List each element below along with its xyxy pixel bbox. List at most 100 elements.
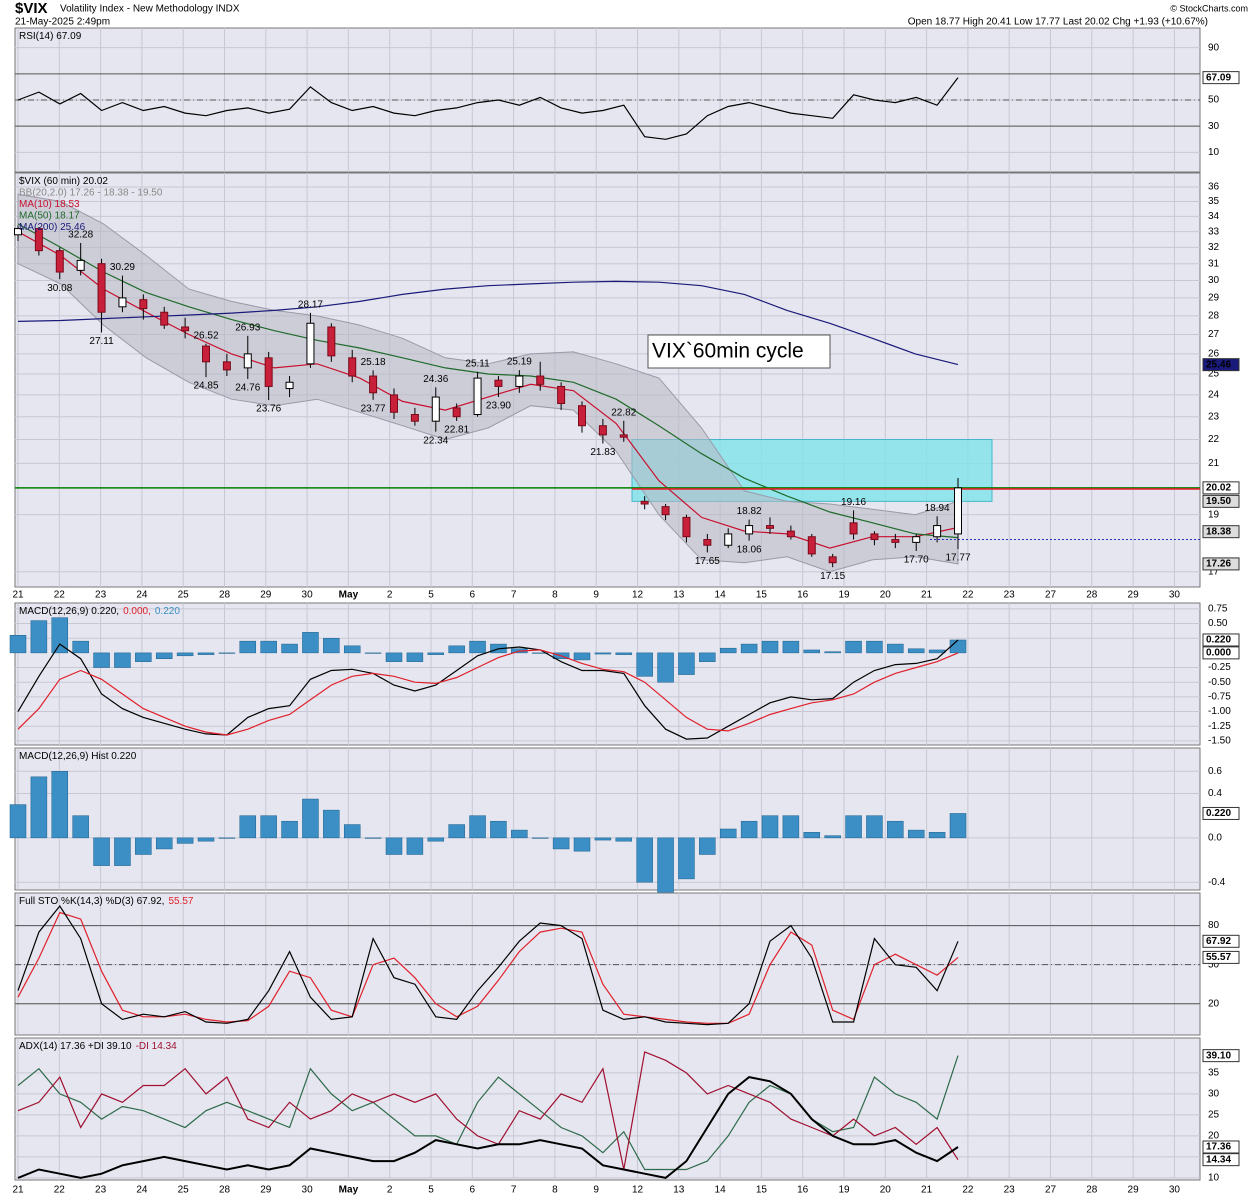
x-tick-label: 22 xyxy=(54,590,66,601)
low-label: 18.06 xyxy=(737,544,762,555)
candle-body xyxy=(619,434,628,438)
legend-entry: RSI(14) 67.09 xyxy=(19,31,82,42)
x-tick-label: 22 xyxy=(962,1185,974,1196)
y-tick-label: 0.75 xyxy=(1208,604,1228,615)
last-value-tag xyxy=(1202,481,1240,495)
histogram-bar xyxy=(281,820,298,839)
candle-body xyxy=(515,375,524,387)
x-tick-label: 6 xyxy=(470,590,476,601)
panel xyxy=(14,1037,1201,1181)
candle-body xyxy=(160,311,169,326)
low-label: 27.11 xyxy=(89,336,114,347)
y-tick-label: 26 xyxy=(1208,349,1220,360)
y-tick-label: 30 xyxy=(1208,275,1220,286)
y-tick-label: 30 xyxy=(1208,1089,1220,1100)
y-tick-label: 31 xyxy=(1208,258,1220,269)
histogram-bar xyxy=(699,652,716,662)
y-tick-label: 34 xyxy=(1208,211,1220,222)
x-tick-label: 8 xyxy=(552,590,558,601)
histogram-bar xyxy=(281,643,298,654)
histogram-bar xyxy=(218,652,236,654)
instrument-name: Volatility Index - New Methodology INDX xyxy=(60,4,240,15)
histogram-bar xyxy=(323,809,340,839)
high-label: 18.94 xyxy=(925,503,950,514)
legend-entry: 0.220 xyxy=(155,606,180,617)
series-line xyxy=(17,1051,959,1170)
low-label: 17.77 xyxy=(945,553,970,564)
histogram-bar xyxy=(176,837,194,844)
legend-entry: ADX(14) 17.36 +DI 39.10 xyxy=(19,1041,132,1052)
last-value-label: 39.10 xyxy=(1206,1050,1231,1061)
x-tick-label: 14 xyxy=(715,1185,727,1196)
histogram-bar xyxy=(511,829,528,839)
y-tick-label: 28 xyxy=(1208,311,1220,322)
last-value-tag xyxy=(1202,1140,1240,1154)
candle-body xyxy=(766,525,774,529)
histogram-bar xyxy=(824,835,841,839)
series-line xyxy=(17,280,959,366)
x-tick-label: 28 xyxy=(1086,1185,1098,1196)
last-value-tag xyxy=(1202,950,1240,964)
candle-body xyxy=(181,326,190,332)
candle-body xyxy=(452,407,461,418)
histogram-bar xyxy=(531,837,549,839)
low-label: 17.15 xyxy=(820,571,845,582)
candle-body xyxy=(640,500,649,505)
y-tick-label: 0.6 xyxy=(1208,766,1222,777)
histogram-bar xyxy=(615,837,633,842)
x-tick-label: 19 xyxy=(838,590,850,601)
histogram-bar xyxy=(135,837,152,855)
x-tick-label: 5 xyxy=(428,590,434,601)
histogram-bar xyxy=(636,837,653,883)
candle-body xyxy=(473,377,482,416)
x-tick-label: 21 xyxy=(12,1185,24,1196)
candle-body xyxy=(661,506,670,516)
x-tick-label: 9 xyxy=(593,590,599,601)
x-tick-label: 24 xyxy=(136,590,148,601)
histogram-bar xyxy=(51,617,69,654)
histogram-bar xyxy=(51,771,69,839)
last-value-tag xyxy=(1202,1049,1240,1063)
candle-body xyxy=(390,394,398,413)
histogram-bar xyxy=(30,620,48,654)
x-tick-label: 23 xyxy=(95,1185,107,1196)
histogram-bar xyxy=(114,652,131,668)
last-value-label: 55.57 xyxy=(1206,952,1231,963)
histogram-bar xyxy=(239,815,257,839)
last-value-tag xyxy=(1202,494,1240,508)
y-tick-label: 0.4 xyxy=(1208,788,1222,799)
y-tick-label: 23 xyxy=(1208,411,1220,422)
low-label: 17.70 xyxy=(904,555,929,566)
histogram-bar xyxy=(573,837,591,852)
x-tick-label: 15 xyxy=(756,590,768,601)
candle-body xyxy=(828,556,837,564)
legend-entry: Full STO %K(14,3) %D(3) 67.92, xyxy=(19,896,164,907)
candle-body xyxy=(912,536,921,543)
high-label: 18.82 xyxy=(737,506,762,517)
histogram-bar xyxy=(469,815,486,839)
y-tick-label: 27 xyxy=(1208,329,1220,340)
histogram-bar xyxy=(302,632,319,654)
x-tick-label: 12 xyxy=(632,590,644,601)
x-tick-label: 7 xyxy=(511,590,517,601)
histogram-bar xyxy=(9,635,27,654)
y-tick-label: -0.50 xyxy=(1208,677,1231,688)
histogram-bar xyxy=(782,640,800,654)
y-tick-label: 32 xyxy=(1208,242,1220,253)
last-value-tag xyxy=(1202,646,1240,660)
candle-body xyxy=(536,375,545,385)
x-tick-label: 30 xyxy=(1169,1185,1181,1196)
x-tick-label: 28 xyxy=(219,1185,231,1196)
last-value-label: 0.220 xyxy=(1206,635,1231,646)
last-value-label: 14.34 xyxy=(1206,1154,1231,1165)
candle-body xyxy=(786,530,795,538)
candle-body xyxy=(202,345,210,363)
candle-body xyxy=(849,522,858,535)
histogram-bar xyxy=(678,652,695,675)
series-line xyxy=(17,231,959,549)
candle-body xyxy=(724,533,733,546)
candle-body xyxy=(139,299,148,310)
histogram-bar xyxy=(93,837,110,866)
x-tick-label: 8 xyxy=(552,1185,558,1196)
legend-entry: MA(50) 18.17 xyxy=(19,210,80,221)
